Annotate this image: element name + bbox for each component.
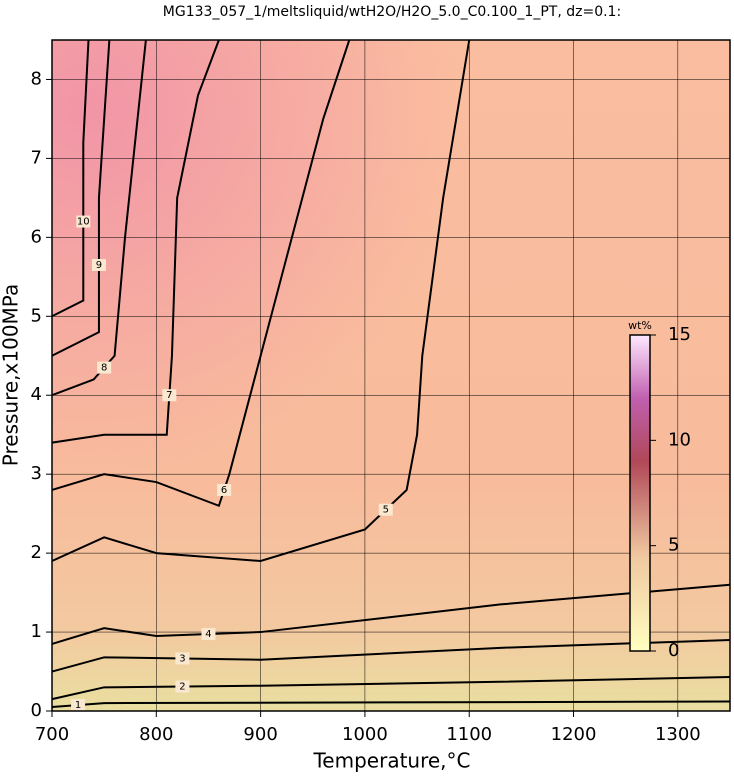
x-tick-label: 1100 (446, 724, 492, 745)
plot-frame (51, 39, 731, 712)
contour-label: 4 (205, 629, 211, 640)
contour-label-box (91, 258, 106, 271)
colorbar-tick-label: 10 (668, 429, 691, 450)
x-tick-label: 800 (139, 724, 173, 745)
x-tick-label: 900 (243, 724, 277, 745)
colorbar-label: wt% (628, 319, 652, 332)
colorbar-tick-label: 5 (668, 535, 679, 556)
y-tick-label: 6 (31, 226, 42, 247)
contour-line (51, 39, 147, 397)
y-tick-label: 1 (31, 621, 42, 642)
y-tick-label: 4 (31, 384, 42, 405)
x-tick-label: 700 (35, 724, 69, 745)
contour-label: 5 (383, 505, 389, 516)
contour-label: 9 (96, 260, 102, 271)
contour-line (51, 700, 731, 709)
y-tick-label: 2 (31, 542, 42, 563)
colorbar (629, 334, 651, 652)
contour-label: 10 (77, 217, 90, 228)
x-axis-label: Temperature,°C (312, 749, 470, 773)
contour-line (51, 39, 220, 444)
y-axis-label: Pressure,x100MPa (0, 284, 23, 466)
contour-label-box (162, 389, 177, 402)
y-tick-label: 8 (31, 68, 42, 89)
contour-label-box (217, 483, 232, 496)
contour-label: 1 (75, 700, 81, 711)
contour-label-box (71, 699, 86, 712)
colorbar-tick-label: 0 (668, 640, 679, 661)
contour-label: 3 (179, 654, 185, 665)
plot-shade (52, 40, 730, 711)
contour-label-box (201, 628, 216, 641)
y-tick-label: 7 (31, 147, 42, 168)
contour-label-box (76, 215, 91, 228)
contour-label: 7 (166, 390, 172, 401)
contour-label-box (175, 680, 190, 693)
y-tick-label: 0 (31, 700, 42, 721)
colorbar-tick-label: 15 (668, 324, 691, 345)
contour-label-box (378, 503, 393, 516)
x-tick-label: 1000 (342, 724, 388, 745)
x-tick-label: 1300 (655, 724, 701, 745)
contour-label-box (175, 652, 190, 665)
contour-label: 8 (101, 363, 107, 374)
contour-label: 6 (221, 485, 227, 496)
contour-line (51, 638, 731, 673)
contour-label: 2 (179, 682, 185, 693)
contour-label-box (97, 361, 112, 374)
contour-line (51, 676, 731, 701)
x-tick-label: 1200 (551, 724, 597, 745)
y-tick-label: 3 (31, 463, 42, 484)
chart-title: MG133_057_1/meltsliquid/wtH2O/H2O_5.0_C0… (163, 4, 621, 20)
y-tick-label: 5 (31, 305, 42, 326)
